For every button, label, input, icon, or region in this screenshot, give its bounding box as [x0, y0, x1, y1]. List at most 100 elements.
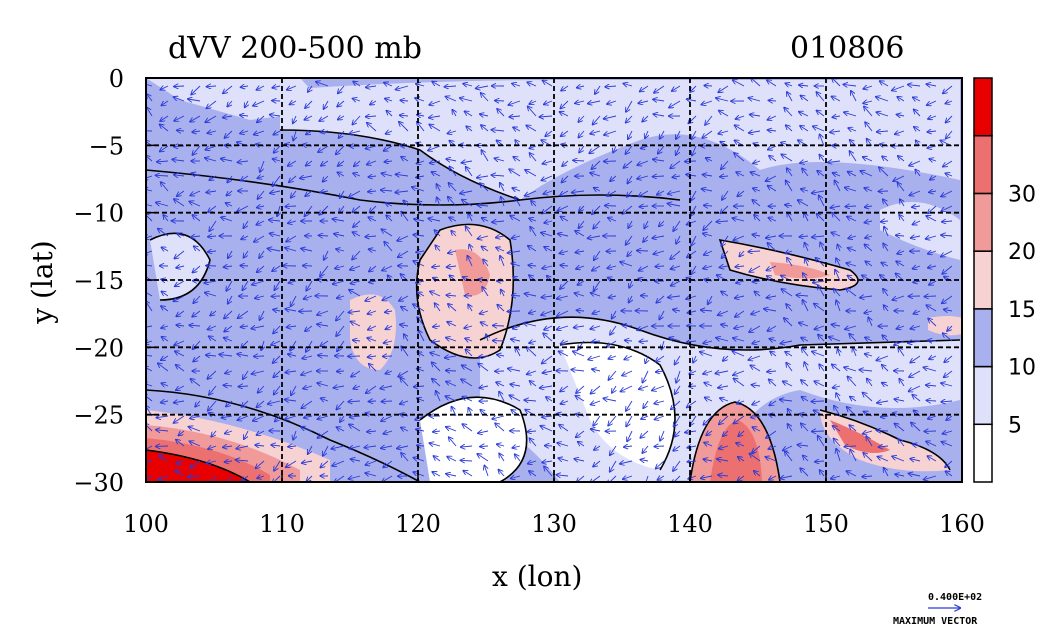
wind-vector	[305, 100, 313, 108]
wind-vector	[481, 93, 489, 102]
wind-vector	[558, 205, 569, 211]
wind-vector	[289, 175, 297, 182]
wind-vector	[285, 248, 297, 251]
wind-vector	[160, 115, 169, 121]
wind-vector	[285, 371, 297, 373]
wind-vector	[691, 190, 697, 200]
wind-vector	[623, 205, 633, 214]
wind-vector	[321, 131, 329, 132]
wind-vector	[578, 130, 585, 138]
wind-vector	[928, 205, 937, 213]
wind-vector	[495, 101, 505, 102]
wind-vector	[511, 263, 521, 266]
wind-vector	[830, 131, 841, 132]
wind-vector	[785, 205, 793, 206]
wind-vector	[497, 109, 505, 117]
wind-vector	[209, 220, 217, 231]
pink-region	[928, 316, 962, 336]
wind-vector	[219, 354, 233, 356]
wind-vector	[926, 236, 937, 239]
wind-vector	[301, 370, 313, 375]
wind-vector	[240, 131, 249, 134]
wind-vector	[381, 229, 393, 237]
wind-vector	[305, 325, 313, 331]
wind-vector	[205, 158, 217, 161]
wind-vector	[676, 235, 680, 244]
wind-vector	[163, 215, 169, 222]
wind-vector	[860, 171, 873, 177]
wind-vector	[446, 382, 457, 387]
wind-vector	[561, 341, 569, 344]
wind-vector	[241, 236, 249, 239]
wind-vector	[338, 160, 345, 166]
wind-vector	[561, 85, 569, 91]
wind-vector	[813, 281, 825, 283]
wind-vector	[207, 86, 217, 87]
wind-vector	[293, 115, 296, 123]
wind-vector	[748, 98, 761, 101]
wind-vector	[767, 80, 777, 87]
wind-vector	[688, 311, 697, 313]
wind-vector	[319, 115, 329, 121]
wind-vector	[946, 115, 953, 123]
wind-vector	[444, 86, 457, 87]
wind-vector	[191, 173, 201, 176]
wind-vector	[848, 128, 857, 131]
wind-vector	[486, 334, 488, 342]
wind-vector	[447, 266, 457, 267]
x-tick-label: 130	[531, 510, 577, 538]
wind-vector	[736, 281, 745, 283]
wind-vector	[692, 145, 697, 156]
wind-vector	[883, 244, 889, 252]
wind-vector	[803, 300, 809, 312]
wind-vector	[557, 296, 569, 299]
wind-vector	[799, 236, 809, 237]
wind-vector	[691, 265, 697, 274]
y-tick-label: −5	[89, 132, 124, 160]
wind-vector	[252, 371, 265, 374]
wind-vector	[225, 371, 233, 373]
wind-vector	[882, 365, 889, 372]
wind-vector	[288, 160, 297, 166]
wind-vector	[494, 158, 505, 161]
wind-vector	[660, 130, 665, 139]
wind-vector	[397, 235, 409, 241]
wind-vector	[192, 145, 201, 155]
wind-vector	[625, 145, 633, 154]
wind-vector	[830, 206, 841, 208]
wind-vector	[784, 108, 793, 117]
wind-vector	[306, 160, 313, 166]
wind-vector	[146, 251, 153, 254]
wind-vector	[479, 386, 489, 388]
wind-vector	[832, 213, 841, 222]
wind-vector	[478, 236, 489, 239]
wind-vector	[303, 386, 313, 389]
wind-vector	[193, 340, 201, 349]
wind-vector	[349, 190, 361, 197]
wind-vector	[381, 190, 393, 191]
wind-vector	[947, 325, 953, 331]
wind-vector	[336, 145, 345, 154]
wind-vector	[337, 340, 345, 351]
wind-vector	[883, 199, 889, 207]
wind-vector	[703, 220, 713, 230]
wind-vector	[899, 215, 905, 222]
wind-vector	[884, 305, 888, 312]
wind-vector	[432, 362, 441, 372]
wind-vector	[629, 295, 632, 303]
wind-vector	[752, 341, 761, 344]
wind-vector	[417, 122, 425, 132]
wind-vector	[897, 97, 905, 101]
wind-vector	[544, 221, 553, 223]
wind-vector	[734, 153, 745, 162]
wind-vector	[466, 126, 473, 132]
wind-vector	[193, 295, 201, 303]
wind-vector	[802, 348, 809, 357]
wind-vector	[507, 311, 521, 312]
wind-vector	[846, 263, 857, 266]
wind-vector	[844, 367, 857, 372]
wind-vector	[543, 161, 553, 164]
wind-vector	[863, 86, 873, 89]
wind-vector	[752, 235, 761, 237]
wind-vector	[656, 355, 665, 362]
